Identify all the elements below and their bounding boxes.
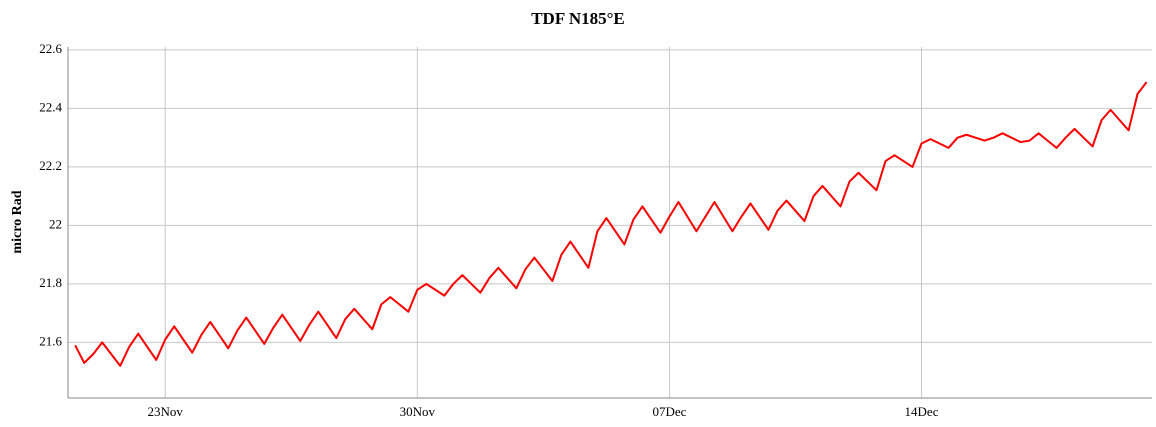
y-tick-label: 22.2 (39, 158, 62, 173)
data-line (74, 81, 1148, 367)
x-tick-label: 07Dec (652, 404, 686, 419)
y-tick-label: 22.4 (39, 99, 62, 114)
x-tick-label: 14Dec (905, 404, 939, 419)
y-tick-label: 22 (49, 216, 62, 231)
y-axis-label: micro Rad (10, 190, 25, 253)
y-tick-label: 22.6 (39, 41, 62, 56)
y-tick-label: 21.8 (39, 275, 62, 290)
x-tick-label: 30Nov (400, 404, 436, 419)
y-tick-label: 21.6 (39, 333, 62, 348)
x-tick-label: 23Nov (148, 404, 184, 419)
chart-title: TDF N185°E (531, 9, 625, 28)
